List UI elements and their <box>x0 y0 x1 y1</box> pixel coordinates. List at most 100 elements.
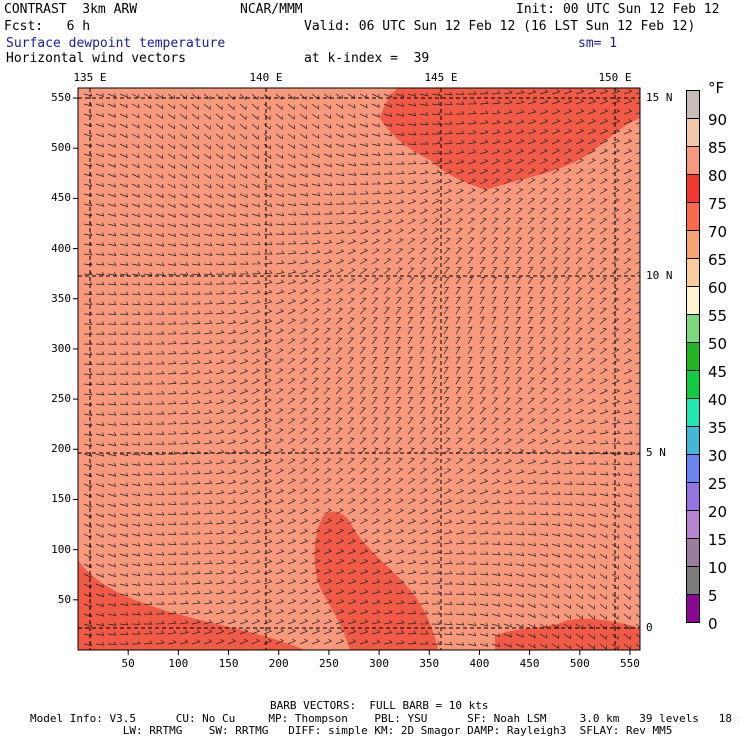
wind-barb <box>419 427 427 435</box>
wind-barb <box>275 289 285 295</box>
wind-barb <box>239 143 247 150</box>
wind-barb <box>419 257 427 265</box>
wind-barb <box>551 297 558 305</box>
wind-barb <box>275 559 285 565</box>
wind-barb <box>443 417 451 425</box>
wind-barb <box>383 238 392 245</box>
wind-barb <box>167 370 177 375</box>
wind-barb <box>383 151 393 156</box>
latitude-label: 15 N <box>646 91 673 104</box>
wind-barb <box>239 222 249 227</box>
wind-barb <box>311 220 321 225</box>
wind-barb <box>227 133 235 140</box>
wind-barb <box>335 337 343 345</box>
wind-barb <box>479 387 486 395</box>
wind-barb <box>407 317 414 325</box>
wind-barb <box>371 387 378 395</box>
wind-barb <box>407 199 417 205</box>
wind-barb <box>551 459 561 465</box>
wind-barb <box>587 573 595 580</box>
wind-barb <box>155 431 165 435</box>
wind-barb <box>347 467 356 475</box>
wind-barb <box>155 370 165 375</box>
wind-barb <box>275 221 285 226</box>
wind-barb <box>575 337 583 345</box>
wind-barb <box>131 173 140 179</box>
wind-barb <box>179 301 189 305</box>
wind-barb <box>431 306 437 315</box>
wind-barb <box>287 397 296 405</box>
wind-barb <box>359 337 366 345</box>
wind-barb <box>131 381 141 385</box>
wind-barb <box>599 553 608 559</box>
wind-barb <box>419 610 429 615</box>
wind-barb <box>395 569 405 575</box>
wind-barb <box>599 563 607 570</box>
wind-barb <box>83 222 93 226</box>
wind-barb <box>95 543 104 548</box>
wind-barb <box>347 327 355 335</box>
wind-barb <box>107 631 117 636</box>
wind-barb <box>539 109 549 115</box>
wind-barb <box>491 458 500 465</box>
wind-barb <box>599 398 609 405</box>
wind-barb <box>323 163 333 168</box>
wind-barb <box>95 462 105 467</box>
wind-barb <box>347 599 357 605</box>
wind-barb <box>287 348 296 355</box>
wind-barb <box>635 613 640 619</box>
wind-barb <box>143 630 153 635</box>
wind-barb <box>323 528 333 535</box>
wind-barb <box>251 638 261 645</box>
wind-barb <box>431 641 441 645</box>
wind-barb <box>191 510 201 515</box>
wind-barb <box>83 391 93 396</box>
wind-barb <box>251 329 261 335</box>
wind-barb <box>215 123 223 130</box>
wind-barb <box>167 193 176 199</box>
wind-barb <box>275 388 284 395</box>
wind-barb <box>83 232 93 236</box>
wind-barb <box>419 417 426 425</box>
wind-barb <box>575 408 585 415</box>
wind-barb <box>215 530 225 535</box>
wind-barb <box>311 337 320 345</box>
wind-barb <box>95 321 105 325</box>
wind-barb <box>551 573 560 579</box>
wind-barb <box>503 367 510 375</box>
wind-barb <box>455 591 465 596</box>
wind-barb <box>216 280 225 285</box>
wind-barb <box>155 461 165 466</box>
wind-barb <box>155 301 165 305</box>
wind-barb <box>407 160 417 165</box>
wind-barb <box>191 153 199 160</box>
wind-barb <box>371 488 380 495</box>
wind-barb <box>515 178 524 185</box>
wind-barb <box>419 277 426 285</box>
wind-barb <box>119 401 129 406</box>
wind-barb <box>551 387 560 395</box>
wind-barb <box>119 213 129 218</box>
wind-barb <box>503 397 511 405</box>
wind-barb <box>299 288 309 295</box>
wind-barb <box>83 331 93 335</box>
wind-barb <box>287 250 297 255</box>
wind-barb <box>455 366 461 375</box>
wind-barb <box>527 428 536 435</box>
wind-barb <box>515 119 525 125</box>
wind-barb <box>143 331 153 335</box>
wind-barb <box>443 478 452 485</box>
wind-barb <box>119 582 129 587</box>
wind-barb <box>635 102 640 105</box>
wind-barb <box>323 182 333 187</box>
wind-barb <box>503 296 509 305</box>
wind-barb <box>635 318 640 325</box>
wind-barb <box>431 560 441 565</box>
wind-barb <box>467 257 474 265</box>
wind-barb <box>167 252 177 257</box>
wind-barb <box>407 447 415 455</box>
wind-barb <box>395 267 403 275</box>
wind-barb <box>515 227 523 235</box>
wind-barb <box>107 321 117 325</box>
wind-barb <box>563 237 571 245</box>
